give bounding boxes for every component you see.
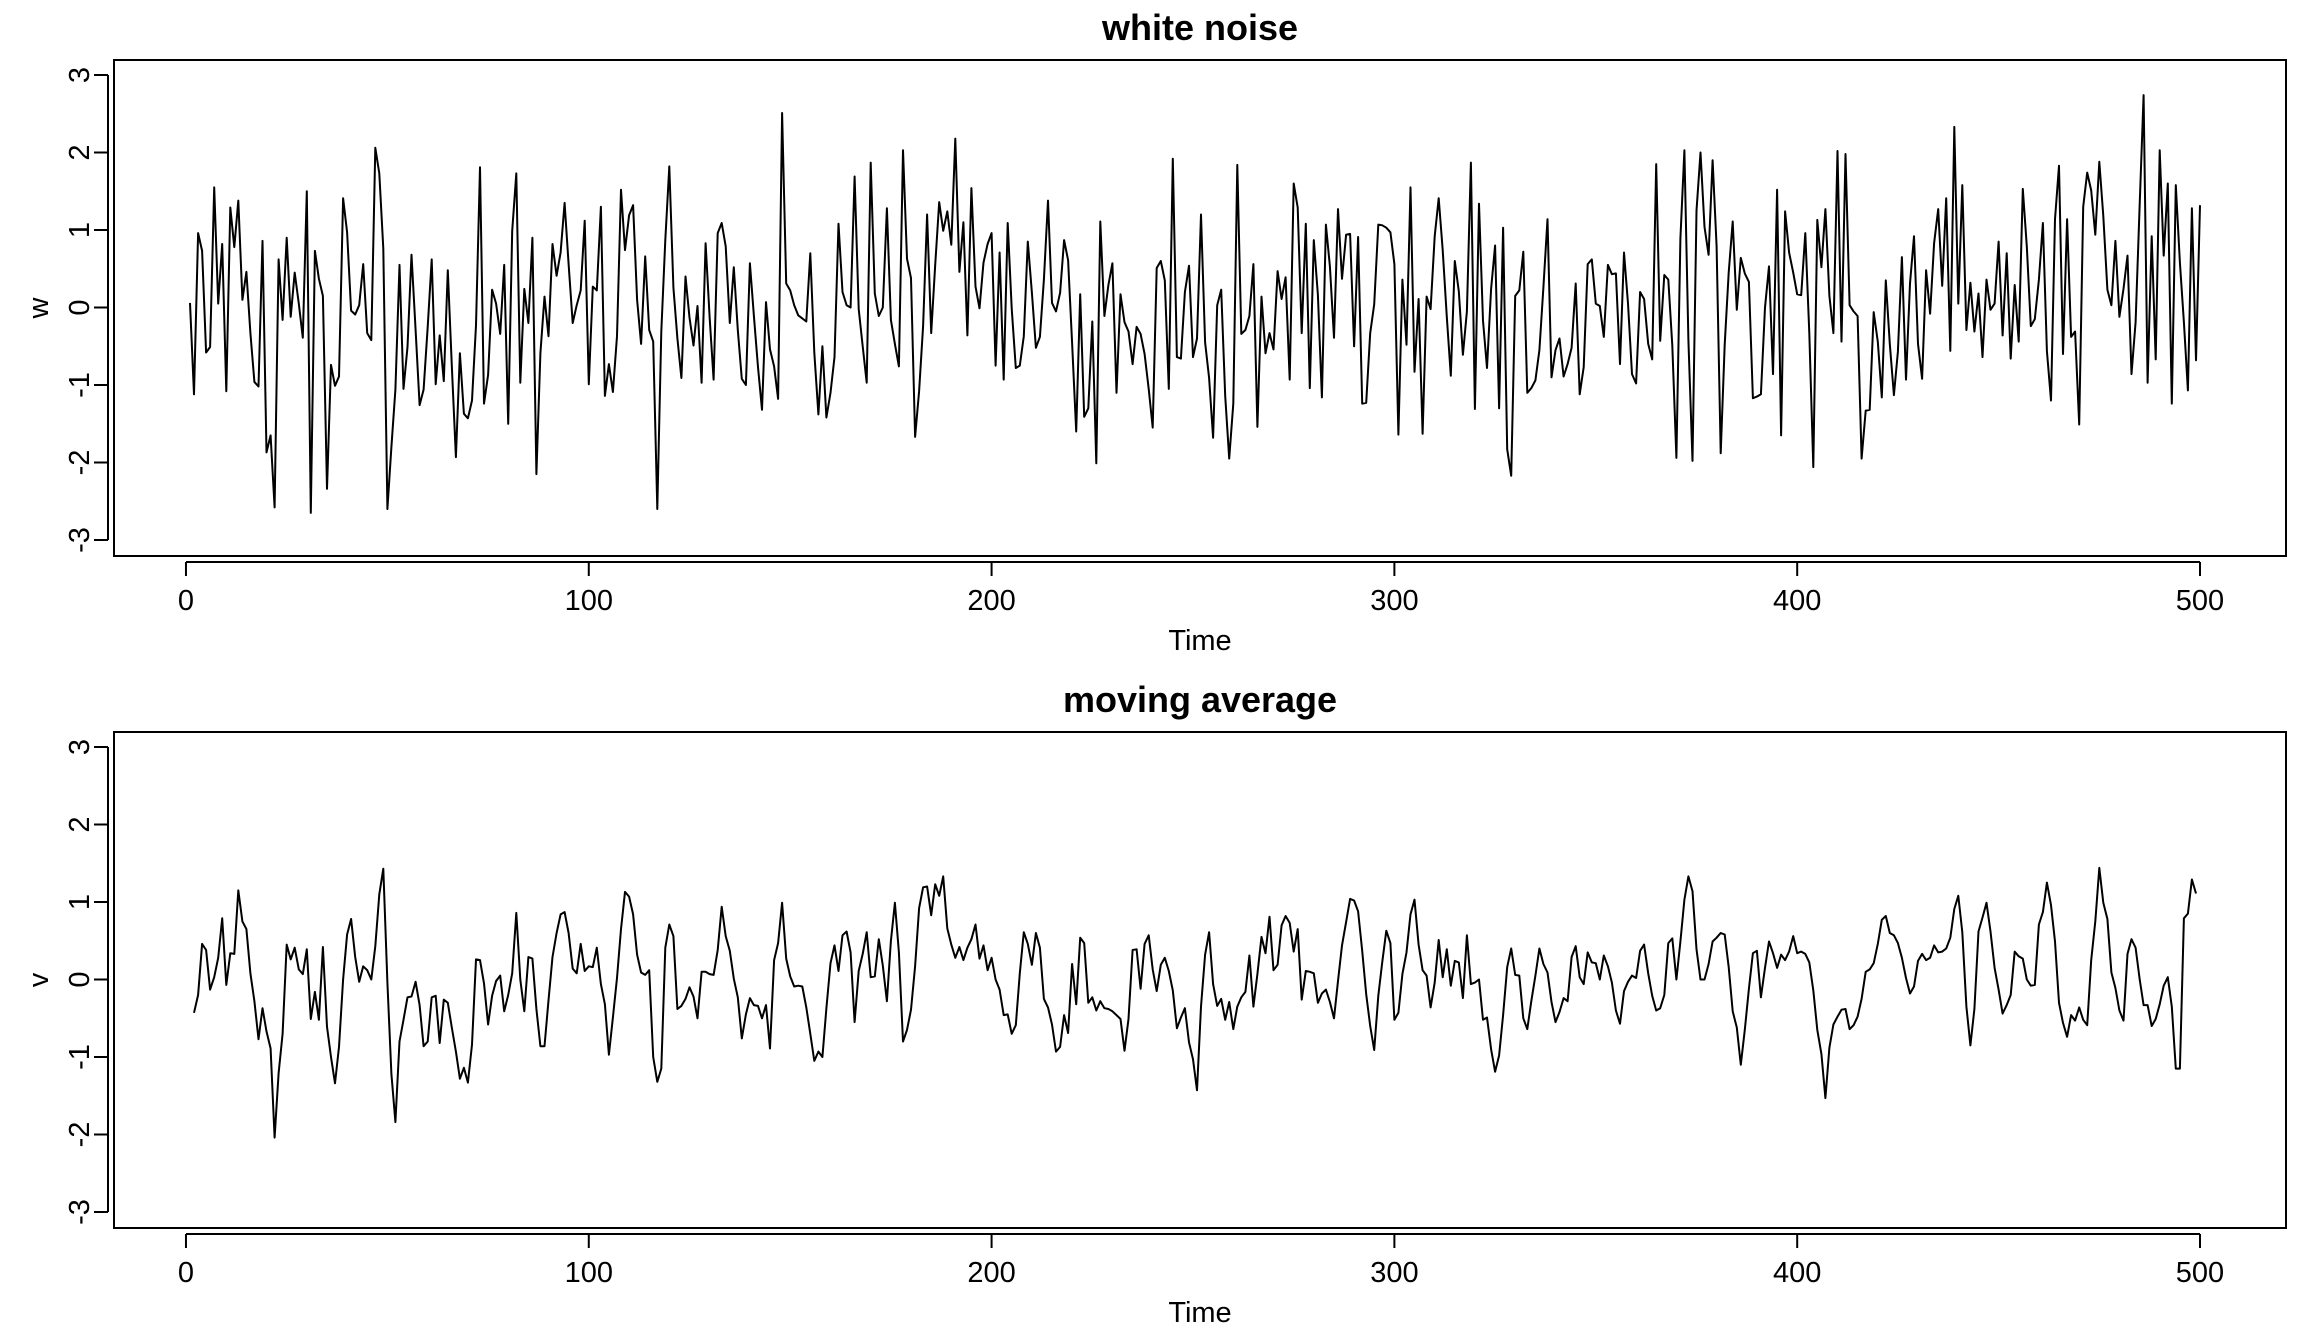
y-tick-label: -2 bbox=[64, 450, 96, 476]
y-tick-label: 0 bbox=[64, 971, 96, 987]
y-tick-label: -3 bbox=[64, 1199, 96, 1225]
x-tick-label: 400 bbox=[1773, 1257, 1821, 1289]
y-tick-label: 1 bbox=[64, 222, 96, 238]
plot-frame bbox=[113, 731, 2287, 1229]
y-axis-label: w bbox=[23, 296, 55, 319]
x-tick-label: 200 bbox=[967, 585, 1015, 617]
x-axis-label: Time bbox=[1168, 1297, 1231, 1329]
x-tick-label: 100 bbox=[565, 1257, 613, 1289]
chart-title: moving average bbox=[1063, 679, 1337, 720]
plot-frame bbox=[113, 59, 2287, 557]
y-tick-label: 1 bbox=[64, 894, 96, 910]
y-tick-label: 0 bbox=[64, 299, 96, 315]
y-tick-label: 3 bbox=[64, 739, 96, 755]
y-axis-label: v bbox=[23, 972, 55, 987]
x-tick-label: 300 bbox=[1370, 1257, 1418, 1289]
series-line bbox=[193, 866, 2197, 1139]
x-tick-label: 0 bbox=[178, 585, 194, 617]
x-tick-label: 500 bbox=[2176, 585, 2224, 617]
y-tick-label: 3 bbox=[64, 67, 96, 83]
y-tick-label: 2 bbox=[64, 816, 96, 832]
chart-title: white noise bbox=[1101, 7, 1298, 48]
y-tick-label: 2 bbox=[64, 144, 96, 160]
x-tick-label: 400 bbox=[1773, 585, 1821, 617]
y-tick-label: -1 bbox=[64, 372, 96, 398]
white-noise-panel: white noise Time w 0 100 200 300 400 500 -3 -2 -… bbox=[23, 7, 2287, 657]
y-tick-label: -3 bbox=[64, 527, 96, 553]
x-tick-label: 200 bbox=[967, 1257, 1015, 1289]
y-tick-label: -1 bbox=[64, 1044, 96, 1070]
x-tick-label: 300 bbox=[1370, 585, 1418, 617]
x-tick-label: 500 bbox=[2176, 1257, 2224, 1289]
moving-average-panel: moving average Time v 0 100 200 300 400 500 -3… bbox=[23, 679, 2287, 1329]
y-tick-label: -2 bbox=[64, 1122, 96, 1148]
series-line bbox=[189, 94, 2201, 514]
x-axis-label: Time bbox=[1168, 625, 1231, 657]
x-tick-label: 100 bbox=[565, 585, 613, 617]
x-tick-label: 0 bbox=[178, 1257, 194, 1289]
